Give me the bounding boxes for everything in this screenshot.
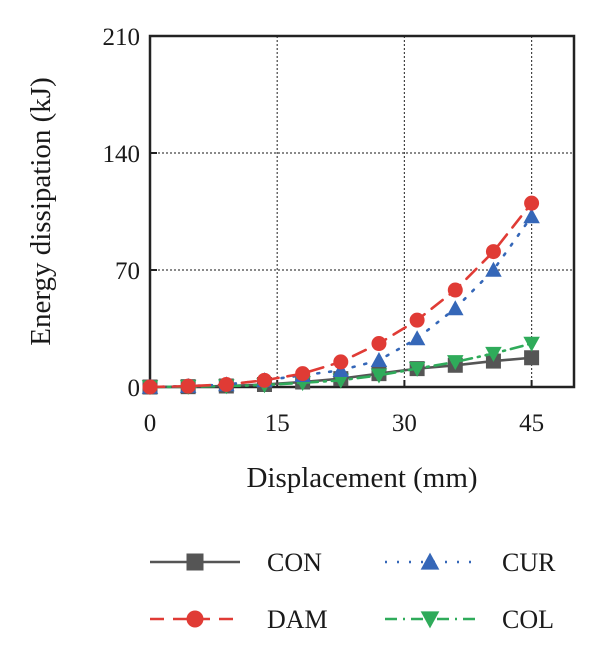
- data-point: [447, 282, 463, 298]
- series-layer: [141, 195, 540, 396]
- data-point: [447, 300, 464, 316]
- tick-labels: 0 15 30 45 0 70 140 210: [103, 24, 545, 437]
- data-point: [408, 361, 426, 377]
- y-axis-title: Energy dissipation (kJ): [25, 77, 57, 346]
- data-point: [295, 366, 311, 382]
- data-point: [523, 336, 540, 352]
- data-point: [256, 372, 272, 388]
- legend-item-dam: DAM: [150, 605, 328, 634]
- legend-label: DAM: [267, 605, 328, 634]
- x-tick-label: 15: [265, 410, 290, 437]
- x-tick-label: 0: [144, 410, 157, 437]
- data-point: [180, 378, 196, 394]
- y-tick-label: 70: [115, 258, 140, 285]
- data-point: [408, 330, 426, 346]
- data-point: [447, 355, 464, 371]
- data-point: [371, 336, 387, 352]
- data-point: [409, 312, 425, 328]
- y-tick-label: 210: [103, 24, 141, 51]
- data-point: [485, 244, 501, 260]
- data-point: [485, 346, 502, 362]
- data-point: [332, 373, 350, 389]
- legend-marker: [186, 610, 204, 628]
- y-tick-label: 0: [128, 375, 141, 402]
- series-dam: [142, 195, 540, 395]
- x-tick-label: 30: [392, 410, 417, 437]
- data-point: [485, 261, 502, 277]
- legend-label: COL: [502, 605, 554, 634]
- legend: CON CUR DAM COL: [150, 548, 556, 634]
- data-point: [332, 362, 350, 378]
- data-point: [142, 379, 158, 395]
- data-point: [370, 352, 388, 368]
- legend-label: CON: [267, 548, 322, 577]
- data-point: [218, 376, 234, 392]
- data-point: [523, 208, 540, 224]
- x-tick-label: 45: [519, 410, 544, 437]
- data-point: [524, 350, 540, 366]
- legend-item-con: CON: [150, 548, 322, 577]
- y-tick-label: 140: [103, 141, 141, 168]
- data-point: [524, 195, 540, 211]
- data-point: [333, 354, 349, 370]
- plot-frame: [148, 34, 576, 389]
- grid-lines: [150, 35, 574, 387]
- axis-ticks: [149, 35, 533, 388]
- data-point: [370, 368, 388, 384]
- legend-marker: [420, 552, 440, 570]
- legend-marker: [186, 553, 204, 571]
- x-axis-title: Displacement (mm): [246, 462, 477, 494]
- legend-item-cur: CUR: [385, 548, 556, 577]
- legend-label: CUR: [502, 548, 556, 577]
- legend-marker: [420, 611, 440, 629]
- legend-item-col: COL: [385, 605, 554, 634]
